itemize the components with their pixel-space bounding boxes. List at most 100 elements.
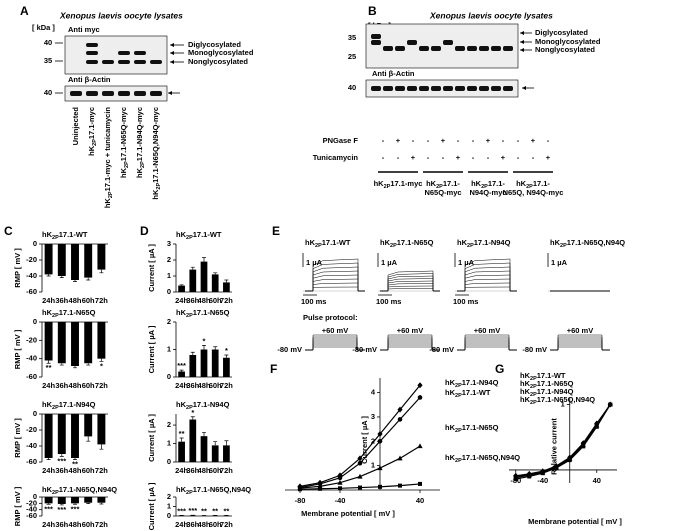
marker xyxy=(377,431,383,437)
marker xyxy=(358,485,362,490)
legend-label: hK2P17.1-WT xyxy=(520,371,566,382)
panel-label: A xyxy=(20,4,29,18)
y-tick-label: 0 xyxy=(167,372,171,381)
x-tick-label: -80 xyxy=(295,496,306,505)
lane-label: Uninjected xyxy=(71,107,80,146)
x-tick-label: 24h xyxy=(42,296,55,305)
chart-title: hK2P17.1-N65Q xyxy=(42,308,96,319)
treatment-sign: - xyxy=(532,153,535,162)
legend-label: hK2P17.1-N65Q,N94Q xyxy=(520,395,595,406)
marker xyxy=(357,473,363,479)
marker xyxy=(417,382,423,389)
x-tick-label: 48h xyxy=(69,296,82,305)
arrow-head xyxy=(170,60,174,64)
y-tick-label: 2 xyxy=(167,255,171,264)
treatment-sign: - xyxy=(427,136,430,145)
marker xyxy=(417,395,423,400)
error-bar xyxy=(202,345,206,350)
y-tick-label: 0 xyxy=(33,239,37,248)
bar xyxy=(200,261,208,292)
x-tick-label: 60h xyxy=(209,381,222,390)
y-axis-label: Current [ µA ] xyxy=(147,482,156,530)
marker xyxy=(417,443,423,449)
band xyxy=(419,46,429,51)
y-tick-label: -60 xyxy=(26,372,37,381)
y-axis-label: Current [ µA ] xyxy=(360,416,369,464)
y-axis-label: Current [ µA ] xyxy=(147,244,156,292)
error-bar xyxy=(179,437,184,442)
marker xyxy=(338,486,342,491)
pulse-label: +60 mV xyxy=(397,326,423,335)
scale-label: 100 ms xyxy=(376,297,401,306)
series-line xyxy=(515,404,611,479)
band xyxy=(443,40,453,45)
scale-label: 1 µA xyxy=(458,258,475,267)
trace xyxy=(457,258,517,292)
band xyxy=(383,46,393,51)
error-bar xyxy=(202,257,206,262)
treatment-sign: - xyxy=(472,153,475,162)
trace-title: hK2P17.1-N65Q,N94Q xyxy=(550,238,625,249)
group-label: N65Q-myc xyxy=(424,188,461,197)
y-tick-label: 0 xyxy=(33,317,37,326)
pulse-label: -80 mV xyxy=(522,345,547,354)
x-tick-label: 48h xyxy=(198,296,211,305)
significance: ** xyxy=(223,506,229,515)
chart-title: hK2P17.1-N65Q,N94Q xyxy=(176,485,251,496)
band xyxy=(395,46,405,51)
treatment-sign: + xyxy=(396,136,401,145)
kda-marker: 40 xyxy=(44,38,52,47)
arrow-head xyxy=(170,43,174,47)
bar xyxy=(189,269,197,292)
group-label: hK2P17.1- xyxy=(471,179,505,190)
band xyxy=(467,86,477,91)
bar xyxy=(84,322,93,364)
band xyxy=(134,51,146,55)
lane-label: hK2P17.1-N94Q-myc xyxy=(135,107,146,178)
row-label: Tunicamycin xyxy=(313,153,359,162)
treatment-sign: - xyxy=(382,136,385,145)
marker xyxy=(377,465,383,471)
bar xyxy=(57,414,66,454)
trace-title: hK2P17.1-N65Q xyxy=(380,238,434,249)
chart-title: hK2P17.1-WT xyxy=(42,230,88,241)
y-axis-label: Current [ µA ] xyxy=(147,414,156,462)
panel-label: G xyxy=(495,362,504,376)
x-tick-label: 40 xyxy=(416,496,424,505)
y-tick-label: 1 xyxy=(561,400,565,409)
treatment-sign: - xyxy=(397,153,400,162)
kda-marker: 25 xyxy=(348,52,356,61)
x-tick-label: -40 xyxy=(537,476,548,485)
error-bar xyxy=(190,266,195,270)
legend-label: hK2P17.1-N65Q xyxy=(520,379,574,390)
band xyxy=(371,34,381,39)
band xyxy=(443,86,453,91)
arrow-head xyxy=(168,91,172,95)
band xyxy=(134,91,146,96)
band xyxy=(118,60,130,64)
blot xyxy=(64,35,168,75)
bar xyxy=(178,441,185,462)
band xyxy=(455,46,465,51)
x-tick-label: 36h xyxy=(55,296,68,305)
significance: *** xyxy=(177,361,186,370)
band xyxy=(86,51,98,55)
band xyxy=(86,43,98,47)
bar xyxy=(97,322,106,359)
pulse-step xyxy=(550,334,610,351)
y-tick-label: -20 xyxy=(26,425,37,434)
y-tick-label: 1 xyxy=(167,271,171,280)
x-tick-label: 48h xyxy=(69,381,82,390)
band xyxy=(479,46,489,51)
error-bar xyxy=(46,458,51,460)
x-tick-label: 72h xyxy=(220,466,233,475)
band-label: Monoglycosylated xyxy=(188,48,254,57)
error-bar xyxy=(86,277,91,281)
kda-marker: 40 xyxy=(348,83,356,92)
bar xyxy=(178,371,185,377)
marker xyxy=(398,483,402,488)
marker xyxy=(377,439,383,444)
bar xyxy=(189,515,197,516)
marker xyxy=(608,402,613,407)
bar xyxy=(71,322,79,366)
